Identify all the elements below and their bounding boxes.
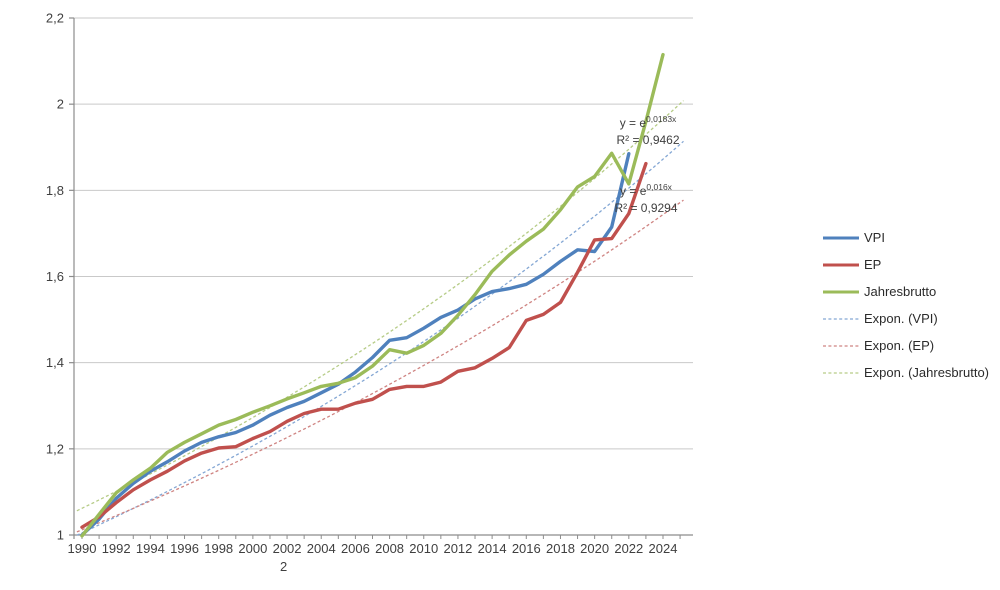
x-tick-label: 2018 — [546, 541, 575, 556]
chart-legend: VPI EP Jahresbrutto Expon. (VPI) Expon. (EP)… — [822, 224, 989, 386]
legend-dashed-swatch — [823, 344, 859, 347]
x-tick-label: 2002 — [273, 541, 302, 556]
legend-dashed-swatch — [823, 371, 859, 374]
legend-item-expon-jahresbrutto-: Expon. (Jahresbrutto) — [822, 359, 989, 386]
legend-line-swatch — [823, 263, 859, 266]
x-tick-label: 1990 — [68, 541, 97, 556]
x-tick-label: 2022 — [614, 541, 643, 556]
x-tick-label: 1992 — [102, 541, 131, 556]
legend-item-vpi: VPI — [822, 224, 989, 251]
legend-item-expon-vpi-: Expon. (VPI) — [822, 305, 989, 332]
x-tick-label: 2014 — [478, 541, 507, 556]
trendline-equation-vpi: y = e0,0183x R² = 0,9462 — [594, 111, 702, 149]
x-tick-label: 2010 — [409, 541, 438, 556]
legend-label: Expon. (Jahresbrutto) — [864, 365, 990, 380]
trendline-expon-jahresbrutto- — [76, 100, 684, 512]
y-tick-label: 2 — [57, 97, 64, 112]
legend-item-expon-ep-: Expon. (EP) — [822, 332, 989, 359]
y-tick-label: 1,2 — [46, 441, 64, 456]
equation-line: y = e0,0183x — [619, 114, 677, 130]
series-ep-line — [80, 161, 648, 529]
y-tick-label: 2,2 — [46, 11, 64, 26]
x-tick-label: 2000 — [238, 541, 267, 556]
x-tick-label: 1996 — [170, 541, 199, 556]
legend-dashed-swatch — [823, 317, 859, 320]
legend-item-jahresbrutto: Jahresbrutto — [822, 278, 989, 305]
legend-label: Jahresbrutto — [864, 284, 937, 299]
legend-label: Expon. (VPI) — [864, 311, 938, 326]
x-tick-label: 2024 — [649, 541, 678, 556]
legend-line-swatch — [823, 236, 859, 239]
x-tick-label: 2004 — [307, 541, 336, 556]
y-tick-label: 1,8 — [46, 183, 64, 198]
x-tick-label: 2008 — [375, 541, 404, 556]
legend-label: EP — [864, 257, 882, 272]
r-squared-line: R² = 0,9294 — [614, 201, 678, 215]
series-jahresbrutto-line — [80, 52, 665, 538]
equation-line: y = e0,016x — [620, 182, 672, 198]
trendline-expon-ep- — [76, 199, 684, 533]
legend-line-swatch — [823, 290, 859, 293]
trendline-equation-ep: y = e0,016x R² = 0,9294 — [596, 179, 696, 217]
x-axis-note: 2 — [280, 559, 287, 574]
x-tick-label: 2016 — [512, 541, 541, 556]
series-vpi-line — [80, 151, 631, 537]
legend-item-ep: EP — [822, 251, 989, 278]
x-tick-label: 2012 — [443, 541, 472, 556]
x-tick-label: 1998 — [204, 541, 233, 556]
y-tick-label: 1,6 — [46, 269, 64, 284]
r-squared-line: R² = 0,9462 — [616, 133, 680, 147]
x-tick-label: 2020 — [580, 541, 609, 556]
legend-label: VPI — [864, 230, 885, 245]
x-tick-label: 1994 — [136, 541, 165, 556]
x-tick-label: 2006 — [341, 541, 370, 556]
legend-label: Expon. (EP) — [864, 338, 935, 353]
y-tick-label: 1,4 — [46, 355, 64, 370]
y-tick-label: 1 — [57, 528, 64, 543]
trendline-expon-vpi- — [76, 140, 684, 536]
